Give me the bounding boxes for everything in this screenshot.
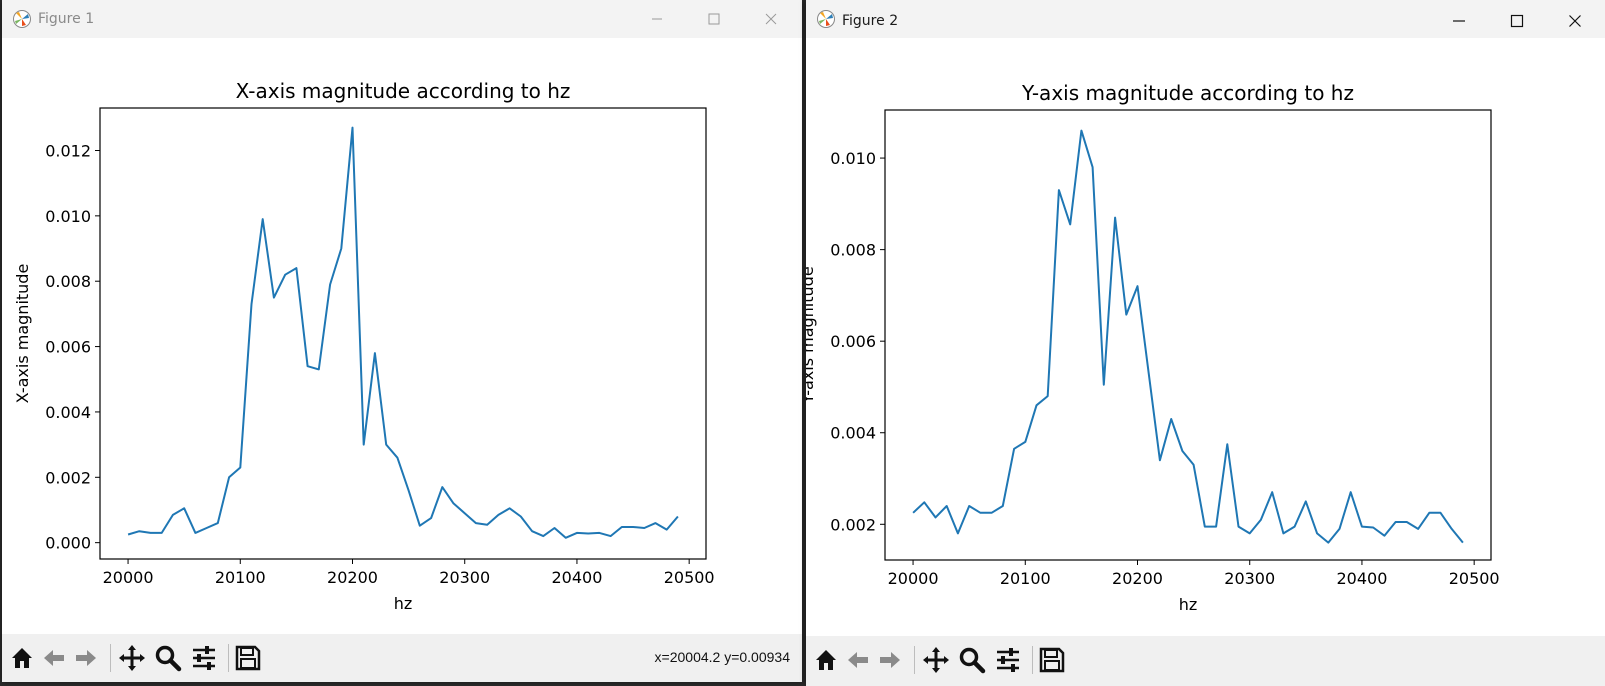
y-tick-label: 0.010 bbox=[45, 207, 91, 226]
home-button[interactable] bbox=[810, 644, 842, 676]
y-tick-label: 0.008 bbox=[45, 272, 91, 291]
configure-subplots-icon bbox=[193, 646, 215, 670]
y-tick-label: 0.006 bbox=[45, 338, 91, 357]
forward-button[interactable] bbox=[874, 644, 906, 676]
toolbar-separator bbox=[228, 644, 229, 672]
series-line bbox=[127, 126, 679, 539]
x-tick-label: 20500 bbox=[664, 568, 715, 587]
pan-icon bbox=[923, 647, 949, 673]
navigation-toolbar bbox=[806, 636, 1605, 686]
chart-figure-1[interactable]: X-axis magnitude according to hz 20000 201… bbox=[2, 38, 802, 634]
y-tick-label: 0.002 bbox=[45, 468, 91, 487]
title-bar[interactable]: Figure 2 bbox=[806, 0, 1605, 38]
figure-2-window: Figure 2 Y-axis magnitude according to h… bbox=[806, 0, 1605, 686]
back-button[interactable] bbox=[842, 644, 874, 676]
x-tick-label: 20000 bbox=[103, 568, 154, 587]
chart-title: X-axis magnitude according to hz bbox=[236, 79, 571, 103]
toolbar-separator bbox=[1032, 646, 1033, 674]
chart-title: Y-axis magnitude according to hz bbox=[1021, 81, 1354, 105]
x-tick-label: 20100 bbox=[1000, 569, 1051, 588]
y-tick-label: 0.008 bbox=[830, 241, 876, 260]
matplotlib-icon bbox=[12, 9, 32, 29]
y-tick-label: 0.002 bbox=[830, 515, 876, 534]
x-tick-label: 20400 bbox=[551, 568, 602, 587]
minimize-icon bbox=[652, 18, 662, 20]
zoom-button[interactable] bbox=[956, 644, 988, 676]
y-axis-label: X-axis magnitude bbox=[13, 264, 32, 404]
x-tick-label: 20400 bbox=[1336, 569, 1387, 588]
x-axis-label: hz bbox=[1179, 595, 1198, 614]
home-icon bbox=[12, 648, 32, 668]
save-button[interactable] bbox=[1036, 644, 1068, 676]
zoom-button[interactable] bbox=[152, 642, 184, 674]
forward-icon bbox=[880, 652, 900, 668]
home-button[interactable] bbox=[6, 642, 38, 674]
x-tick-label: 20300 bbox=[439, 568, 490, 587]
window-title: Figure 2 bbox=[842, 13, 899, 29]
x-tick-label: 20200 bbox=[327, 568, 378, 587]
minimize-button[interactable] bbox=[1436, 6, 1482, 36]
back-button[interactable] bbox=[38, 642, 70, 674]
y-tick-label: 0.012 bbox=[45, 141, 91, 160]
x-tick-label: 20000 bbox=[888, 569, 939, 588]
forward-button[interactable] bbox=[70, 642, 102, 674]
series-line bbox=[912, 129, 1464, 544]
x-axis-label: hz bbox=[394, 594, 413, 613]
chart-figure-2[interactable]: Y-axis magnitude according to hz 20000 201… bbox=[806, 38, 1605, 638]
y-axis-label: Y-axis magnitude bbox=[806, 266, 817, 404]
forward-icon bbox=[76, 650, 96, 666]
y-tick-label: 0.006 bbox=[830, 332, 876, 351]
back-icon bbox=[848, 652, 868, 668]
y-tick-label: 0.004 bbox=[45, 403, 91, 422]
configure-subplots-button[interactable] bbox=[188, 642, 220, 674]
y-tick-label: 0.000 bbox=[45, 534, 91, 553]
y-tick-label: 0.010 bbox=[830, 149, 876, 168]
save-icon bbox=[235, 645, 261, 671]
back-icon bbox=[44, 650, 64, 666]
maximize-button[interactable] bbox=[1494, 6, 1540, 36]
save-icon bbox=[1039, 647, 1065, 673]
maximize-button[interactable] bbox=[691, 4, 737, 34]
minimize-button[interactable] bbox=[634, 4, 680, 34]
plot-area-frame bbox=[884, 109, 1492, 561]
zoom-icon bbox=[155, 645, 182, 672]
y-tick-label: 0.004 bbox=[830, 424, 876, 443]
minimize-icon bbox=[1453, 20, 1465, 22]
close-icon bbox=[1569, 15, 1581, 27]
maximize-icon bbox=[708, 13, 720, 25]
x-tick-label: 20200 bbox=[1112, 569, 1163, 588]
toolbar-separator bbox=[914, 646, 915, 674]
navigation-toolbar: x=20004.2 y=0.00934 bbox=[2, 634, 802, 682]
window-title: Figure 1 bbox=[38, 11, 95, 27]
pan-icon bbox=[119, 645, 145, 671]
save-button[interactable] bbox=[232, 642, 264, 674]
x-tick-label: 20100 bbox=[215, 568, 266, 587]
close-icon bbox=[765, 13, 777, 25]
maximize-icon bbox=[1510, 14, 1524, 28]
close-button[interactable] bbox=[1552, 6, 1598, 36]
cursor-coordinates: x=20004.2 y=0.00934 bbox=[654, 649, 790, 665]
pan-button[interactable] bbox=[920, 644, 952, 676]
matplotlib-icon bbox=[816, 9, 836, 29]
configure-subplots-icon bbox=[997, 648, 1019, 672]
pan-button[interactable] bbox=[116, 642, 148, 674]
home-icon bbox=[816, 650, 836, 670]
figure-1-window: Figure 1 X-axis magnitude according to h… bbox=[2, 0, 802, 682]
x-tick-label: 20300 bbox=[1224, 569, 1275, 588]
close-button[interactable] bbox=[748, 4, 794, 34]
title-bar[interactable]: Figure 1 bbox=[2, 0, 802, 38]
configure-subplots-button[interactable] bbox=[992, 644, 1024, 676]
toolbar-separator bbox=[110, 644, 111, 672]
zoom-icon bbox=[959, 647, 986, 674]
x-tick-label: 20500 bbox=[1449, 569, 1500, 588]
plot-area-frame bbox=[99, 107, 707, 560]
